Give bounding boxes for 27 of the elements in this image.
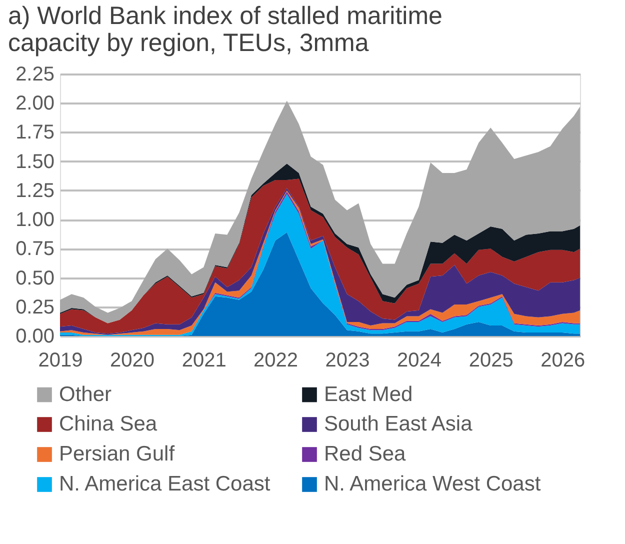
legend-label: China Sea — [59, 412, 158, 436]
y-tick-label: 2.25 — [16, 64, 54, 86]
legend-label: Persian Gulf — [59, 442, 175, 466]
y-tick-label: 1.75 — [16, 122, 54, 144]
legend-label: N. America East Coast — [59, 472, 270, 496]
y-tick-label: 1.00 — [16, 209, 54, 232]
legend-label: Other — [59, 382, 112, 406]
y-tick-label: 0.50 — [16, 267, 54, 290]
legend-label: East Med — [324, 382, 413, 406]
x-tick-label: 2021 — [182, 350, 226, 372]
legend-label: South East Asia — [324, 412, 473, 436]
x-tick-label: 2020 — [110, 350, 154, 372]
x-tick-label: 2019 — [38, 350, 83, 372]
y-tick-label: 0.75 — [16, 238, 54, 260]
x-tick-label: 2026 — [540, 350, 586, 372]
x-tick-label: 2023 — [325, 350, 370, 372]
y-tick-label: 2.00 — [16, 92, 54, 115]
x-tick-label: 2022 — [254, 350, 298, 372]
x-tick-label: 2024 — [396, 350, 442, 372]
y-tick-label: 1.25 — [16, 180, 54, 202]
y-tick-label: 0.00 — [16, 326, 54, 348]
legend-label: N. America West Coast — [324, 472, 541, 496]
y-tick-label: 0.25 — [16, 296, 54, 318]
legend-label: Red Sea — [324, 442, 406, 466]
chart-title: a) World Bank index of stalled maritime capacity by region, TEUs, 3mma — [8, 2, 442, 57]
x-tick-label: 2025 — [468, 350, 514, 372]
y-tick-label: 1.50 — [16, 150, 54, 173]
